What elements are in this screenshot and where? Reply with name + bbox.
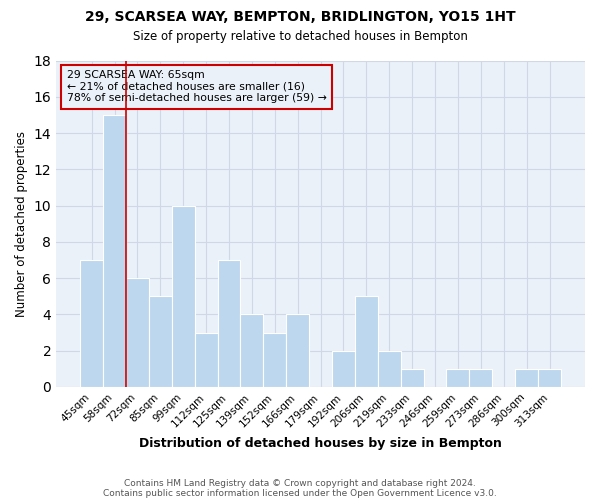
Bar [355,296,378,387]
Bar [538,369,561,387]
Bar [126,278,149,387]
Bar [332,350,355,387]
Bar [515,369,538,387]
Bar [218,260,241,387]
Text: Contains public sector information licensed under the Open Government Licence v3: Contains public sector information licen… [103,488,497,498]
Y-axis label: Number of detached properties: Number of detached properties [15,130,28,316]
Bar [103,115,126,387]
Text: 29 SCARSEA WAY: 65sqm
← 21% of detached houses are smaller (16)
78% of semi-deta: 29 SCARSEA WAY: 65sqm ← 21% of detached … [67,70,326,104]
Bar [469,369,492,387]
Bar [194,332,218,387]
Bar [286,314,309,387]
Text: Contains HM Land Registry data © Crown copyright and database right 2024.: Contains HM Land Registry data © Crown c… [124,478,476,488]
Text: Size of property relative to detached houses in Bempton: Size of property relative to detached ho… [133,30,467,43]
Bar [172,206,194,387]
Bar [446,369,469,387]
Bar [263,332,286,387]
Text: 29, SCARSEA WAY, BEMPTON, BRIDLINGTON, YO15 1HT: 29, SCARSEA WAY, BEMPTON, BRIDLINGTON, Y… [85,10,515,24]
Bar [241,314,263,387]
X-axis label: Distribution of detached houses by size in Bempton: Distribution of detached houses by size … [139,437,502,450]
Bar [149,296,172,387]
Bar [80,260,103,387]
Bar [378,350,401,387]
Bar [401,369,424,387]
